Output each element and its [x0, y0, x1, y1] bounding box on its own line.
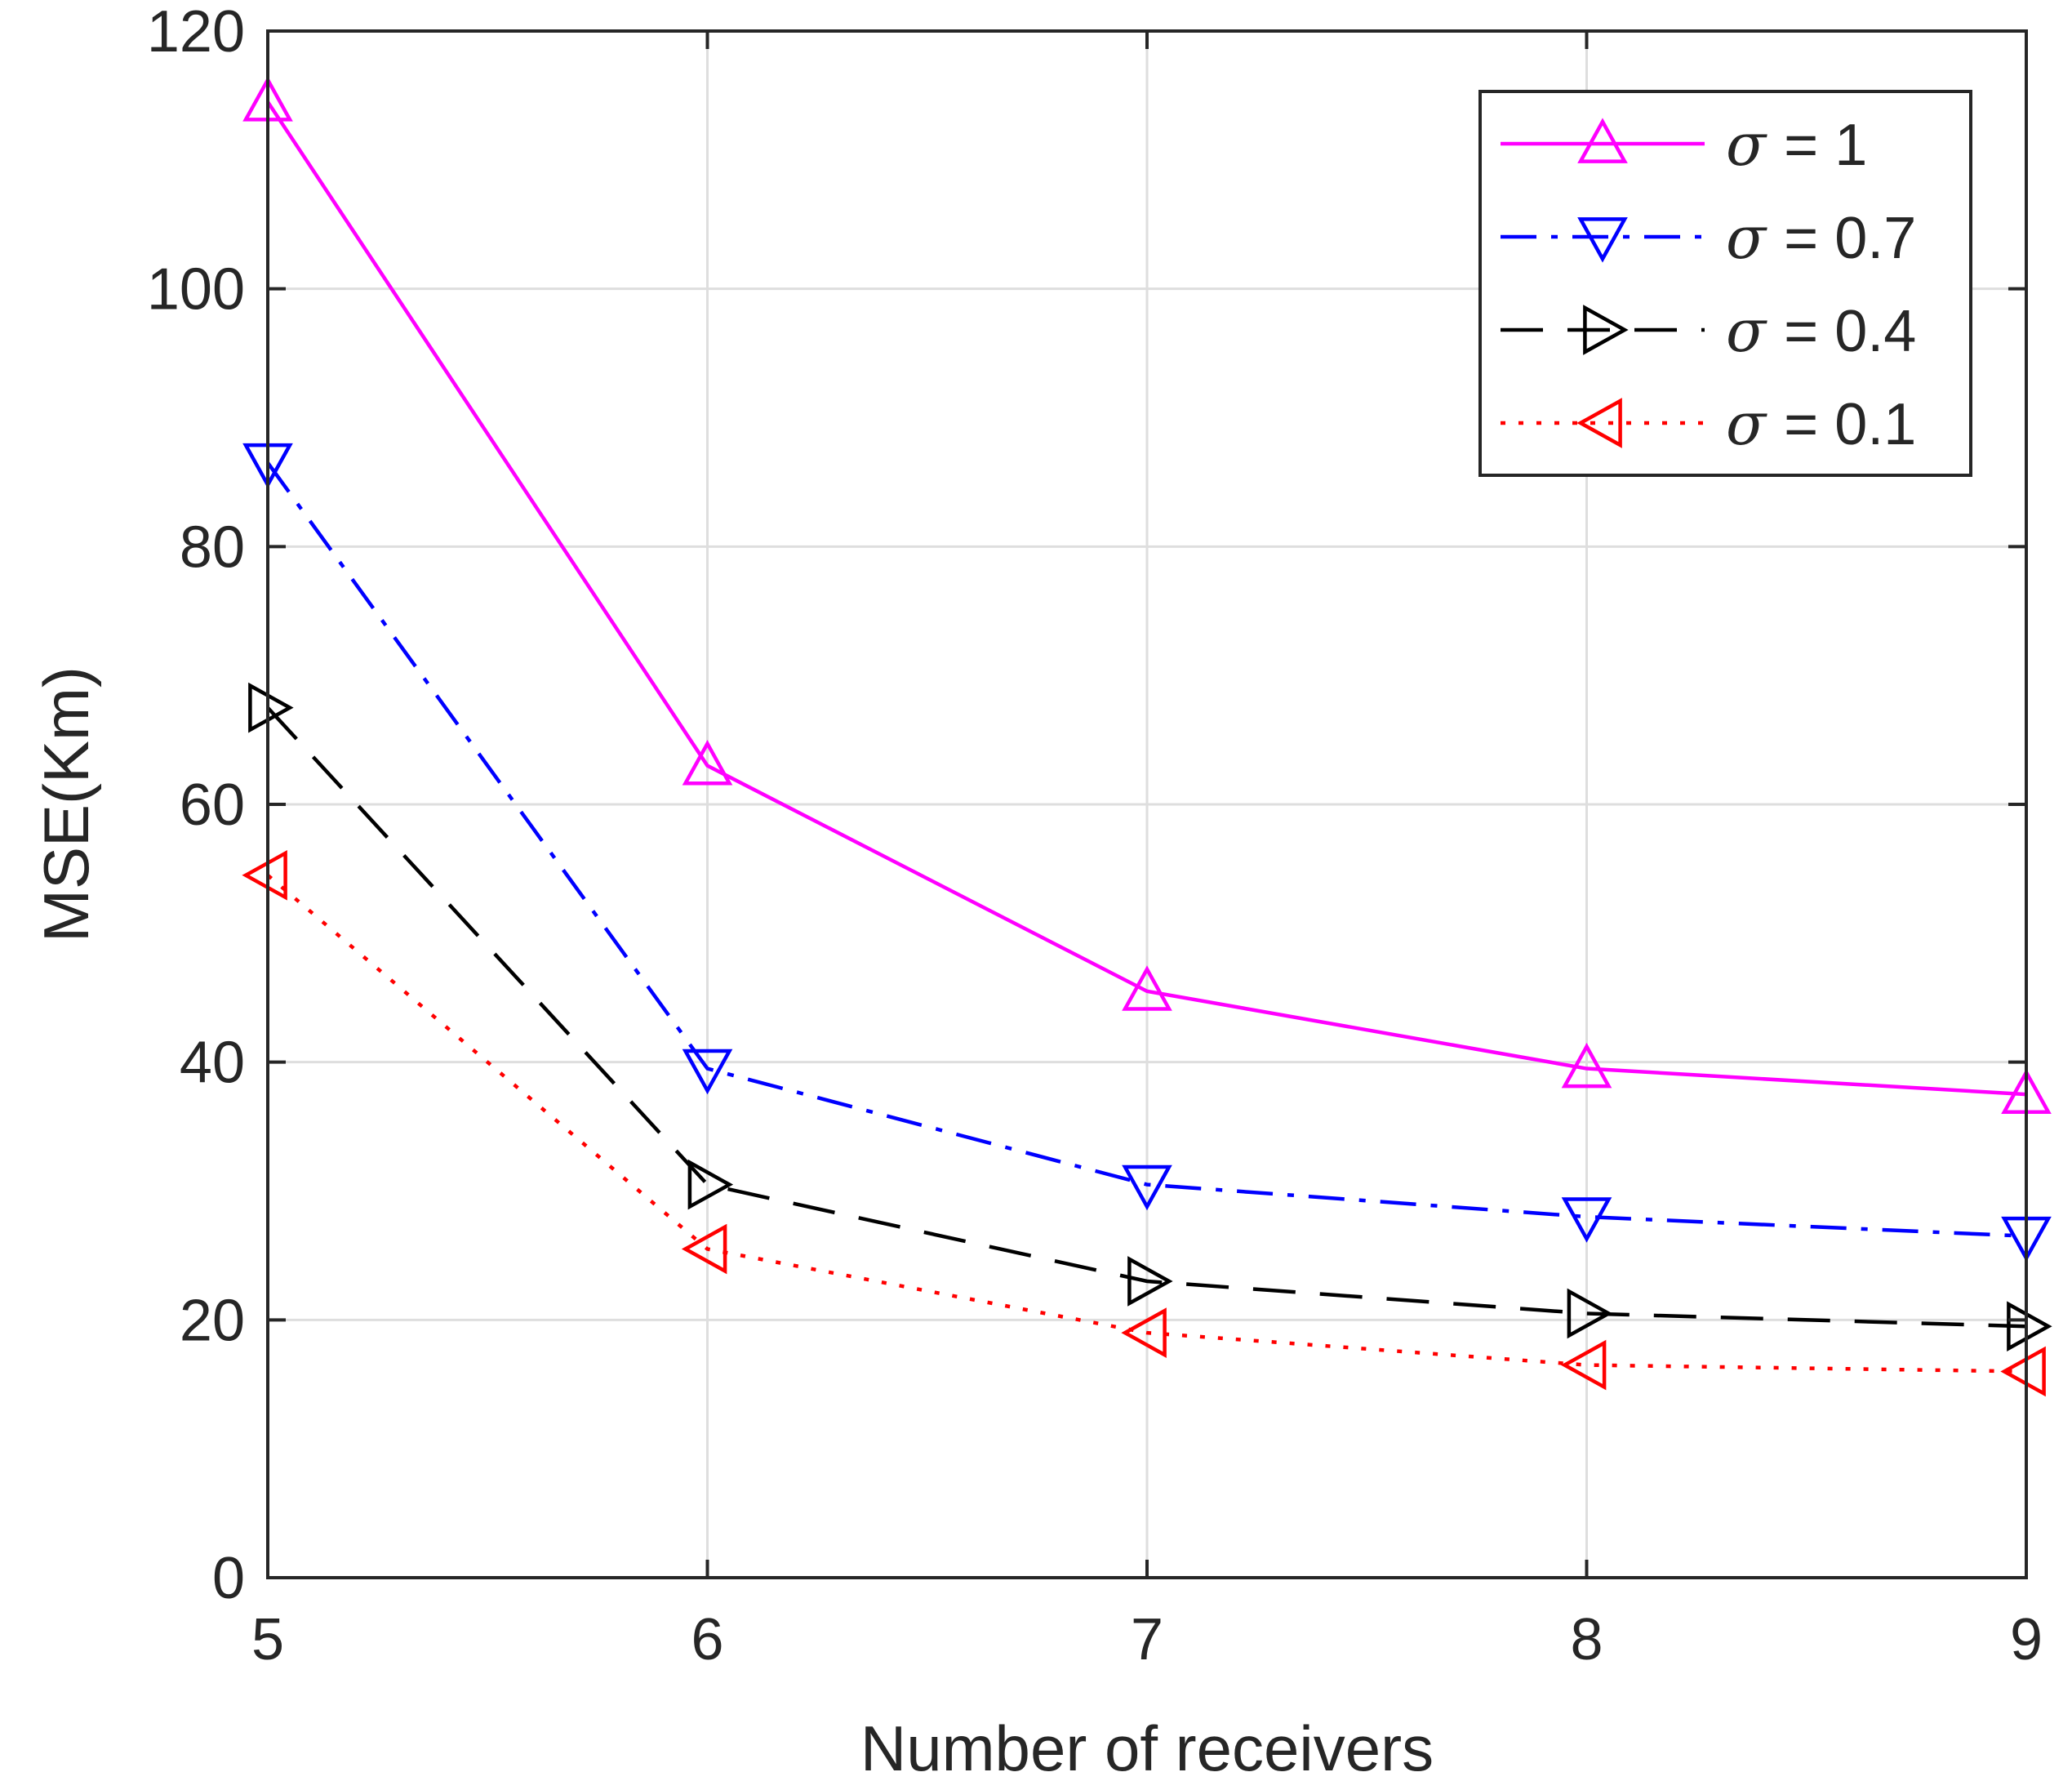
data-point-marker	[682, 1049, 733, 1095]
data-point-marker	[2007, 1301, 2052, 1352]
x-tick-label: 5	[251, 1607, 284, 1672]
data-point-marker	[687, 1159, 734, 1210]
y-tick-label: 40	[180, 1031, 245, 1096]
legend-item: σ = 0.4	[1501, 296, 1916, 365]
legend-label: σ = 0.4	[1726, 296, 1916, 365]
x-tick-label: 6	[691, 1607, 723, 1672]
legend-box	[1478, 90, 1972, 477]
legend-sigma-symbol: σ	[1726, 110, 1767, 179]
legend-sigma-value: = 1	[1784, 113, 1867, 178]
y-tick-label: 0	[212, 1546, 245, 1611]
data-point-marker	[1576, 398, 1622, 448]
y-axis-label: MSE(Km)	[30, 666, 102, 942]
legend-item: σ = 0.7	[1501, 203, 1916, 272]
series-line	[266, 100, 2027, 1097]
data-point-marker	[1121, 1307, 1167, 1358]
series-3	[242, 849, 2046, 1397]
axis-ticks: 5 6 7 8 9 0 20 40 60 80 100 120	[147, 0, 2043, 1672]
series-line	[266, 874, 2027, 1374]
data-point-marker	[1583, 305, 1629, 355]
legend-sigma-value: = 0.1	[1784, 392, 1916, 457]
legend-sigma-symbol: σ	[1726, 296, 1767, 365]
legend-sigma-symbol: σ	[1726, 203, 1767, 272]
x-tick-label: 7	[1131, 1607, 1163, 1672]
data-point-marker	[681, 1223, 727, 1275]
data-point-marker	[1567, 1288, 1613, 1339]
legend: σ = 1 σ = 0.7 σ = 0.4 σ = 0.1	[1478, 90, 1972, 477]
data-point-marker	[1122, 1164, 1172, 1211]
legend-label: σ = 0.7	[1726, 203, 1916, 272]
series-2	[248, 682, 2052, 1352]
x-tick-label: 8	[1570, 1607, 1603, 1672]
series-line	[266, 706, 2027, 1329]
data-point-marker	[1561, 1197, 1612, 1243]
data-point-marker	[1577, 217, 1628, 263]
data-point-marker	[682, 740, 733, 786]
legend-label: σ = 0.1	[1726, 390, 1916, 458]
data-point-marker	[2000, 1346, 2046, 1397]
data-point-marker	[1127, 1256, 1173, 1307]
x-tick-label: 9	[2010, 1607, 2043, 1672]
data-point-marker	[1577, 118, 1628, 163]
legend-item: σ = 0.1	[1501, 390, 1916, 458]
data-point-marker	[1122, 965, 1172, 1011]
y-tick-label: 60	[180, 773, 245, 838]
y-tick-label: 100	[147, 257, 245, 323]
series-line	[266, 461, 2027, 1238]
y-tick-label: 20	[180, 1288, 245, 1353]
y-tick-label: 120	[147, 0, 245, 65]
data-point-marker	[242, 849, 287, 901]
data-point-marker	[1561, 1042, 1612, 1089]
legend-label: σ = 1	[1726, 110, 1867, 179]
legend-sigma-symbol: σ	[1726, 390, 1767, 458]
data-point-marker	[1560, 1339, 1607, 1391]
x-axis-label: Number of receivers	[860, 1712, 1434, 1784]
y-tick-label: 80	[180, 514, 245, 580]
legend-sigma-value: = 0.4	[1784, 299, 1916, 364]
data-point-marker	[248, 682, 294, 733]
legend-sigma-value: = 0.7	[1784, 206, 1916, 271]
legend-item: σ = 1	[1501, 110, 1867, 179]
